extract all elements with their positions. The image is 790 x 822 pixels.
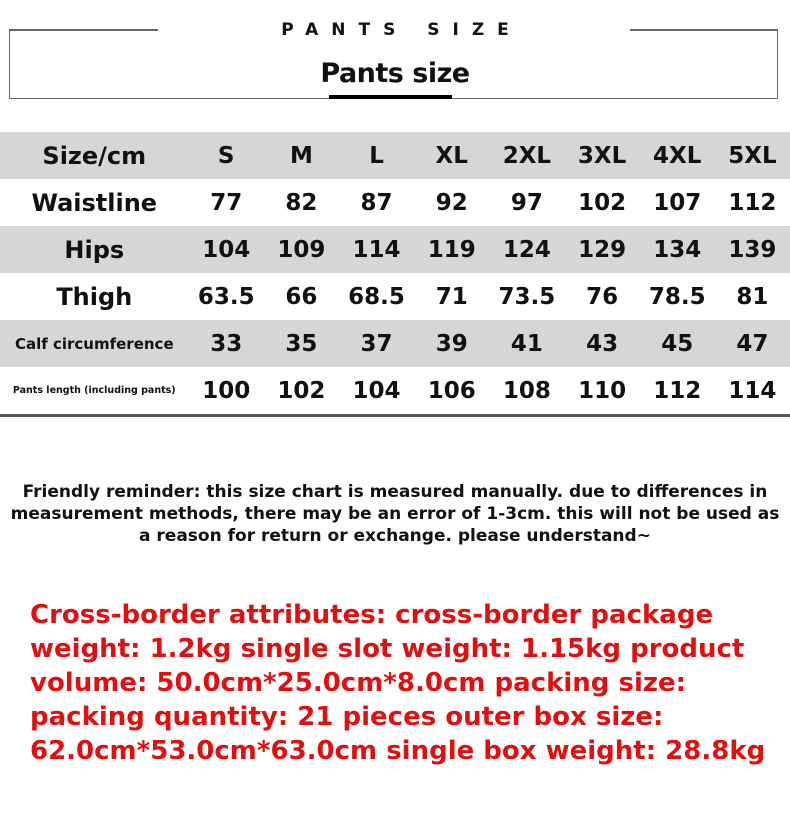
- table-cell: 129: [564, 226, 640, 273]
- table-cell: 39: [414, 320, 490, 367]
- table-cell: 102: [578, 189, 627, 216]
- page-title: Pants size: [320, 58, 470, 89]
- table-cell: 104: [338, 367, 415, 417]
- title-underline: [329, 95, 452, 99]
- table-cell: 100: [188, 367, 264, 417]
- table-cell: 114: [338, 226, 415, 273]
- table-cell: 112: [639, 367, 715, 417]
- size-table: Size/cm S M L XL 2XL 3XL 4XL 5XL Waistli…: [0, 132, 790, 417]
- table-cell: 63.5: [197, 283, 255, 310]
- column-header: XL: [414, 132, 490, 179]
- table-cell: 112: [728, 189, 777, 216]
- table-cell: 92: [435, 189, 468, 216]
- table-cell: 82: [285, 189, 318, 216]
- table-cell: 35: [263, 320, 339, 367]
- table-cell: 73.5: [498, 283, 556, 310]
- row-label: Thigh: [56, 282, 133, 311]
- table-cell: 66: [285, 283, 318, 310]
- table-cell: 109: [263, 226, 339, 273]
- table-cell: 108: [489, 367, 565, 417]
- cross-border-attributes: Cross-border attributes: cross-border pa…: [30, 600, 766, 766]
- title-rule-right: [630, 29, 778, 31]
- column-header: 3XL: [564, 132, 640, 179]
- table-row: Pants length (including pants) 100 102 104 1…: [0, 367, 790, 417]
- row-label: Hips: [0, 226, 189, 273]
- column-header: 5XL: [714, 132, 790, 179]
- table-cell: 43: [564, 320, 640, 367]
- table-cell: 139: [714, 226, 790, 273]
- table-cell: 119: [414, 226, 490, 273]
- table-cell: 68.5: [348, 283, 405, 310]
- table-cell: 71: [435, 283, 468, 310]
- table-cell: 76: [586, 283, 619, 310]
- table-cell: 41: [489, 320, 565, 367]
- table-cell: 124: [489, 226, 565, 273]
- table-cell: 104: [188, 226, 264, 273]
- table-header-row: Size/cm S M L XL 2XL 3XL 4XL 5XL: [0, 132, 790, 179]
- table-cell: 45: [639, 320, 715, 367]
- table-cell: 78.5: [648, 283, 706, 310]
- row-label: Pants length (including pants): [0, 367, 189, 417]
- table-cell: 37: [338, 320, 415, 367]
- row-label: Waistline: [31, 188, 158, 217]
- row-label: Calf circumference: [0, 320, 189, 367]
- column-header: S: [188, 132, 264, 179]
- table-cell: 33: [188, 320, 264, 367]
- column-header: M: [263, 132, 339, 179]
- table-cell: 106: [414, 367, 490, 417]
- table-cell: 114: [714, 367, 790, 417]
- column-header: Size/cm: [0, 132, 189, 179]
- table-cell: 102: [263, 367, 339, 417]
- friendly-reminder: Friendly reminder: this size chart is me…: [10, 482, 780, 546]
- column-header: L: [338, 132, 415, 179]
- table-cell: 47: [714, 320, 790, 367]
- column-header: 2XL: [489, 132, 565, 179]
- table-cell: 81: [736, 283, 769, 310]
- title-rule-left: [9, 29, 158, 31]
- table-cell: 77: [210, 189, 243, 216]
- column-header: 4XL: [639, 132, 715, 179]
- table-cell: 134: [639, 226, 715, 273]
- table-cell: 87: [360, 189, 393, 216]
- table-cell: 97: [510, 189, 543, 216]
- table-row: Hips 104 109 114 119 124 129 134 139: [0, 226, 790, 273]
- table-row: Calf circumference 33 35 37 39 41 43 45 47: [0, 320, 790, 367]
- kicker-title: PANTS SIZE: [281, 20, 522, 40]
- table-cell: 107: [653, 189, 702, 216]
- table-row: Thigh 63.5 66 68.5 71 73.5 76 78.5 81: [0, 273, 790, 320]
- table-cell: 110: [564, 367, 640, 417]
- table-row: Waistline 77 82 87 92 97 102 107 112: [0, 179, 790, 226]
